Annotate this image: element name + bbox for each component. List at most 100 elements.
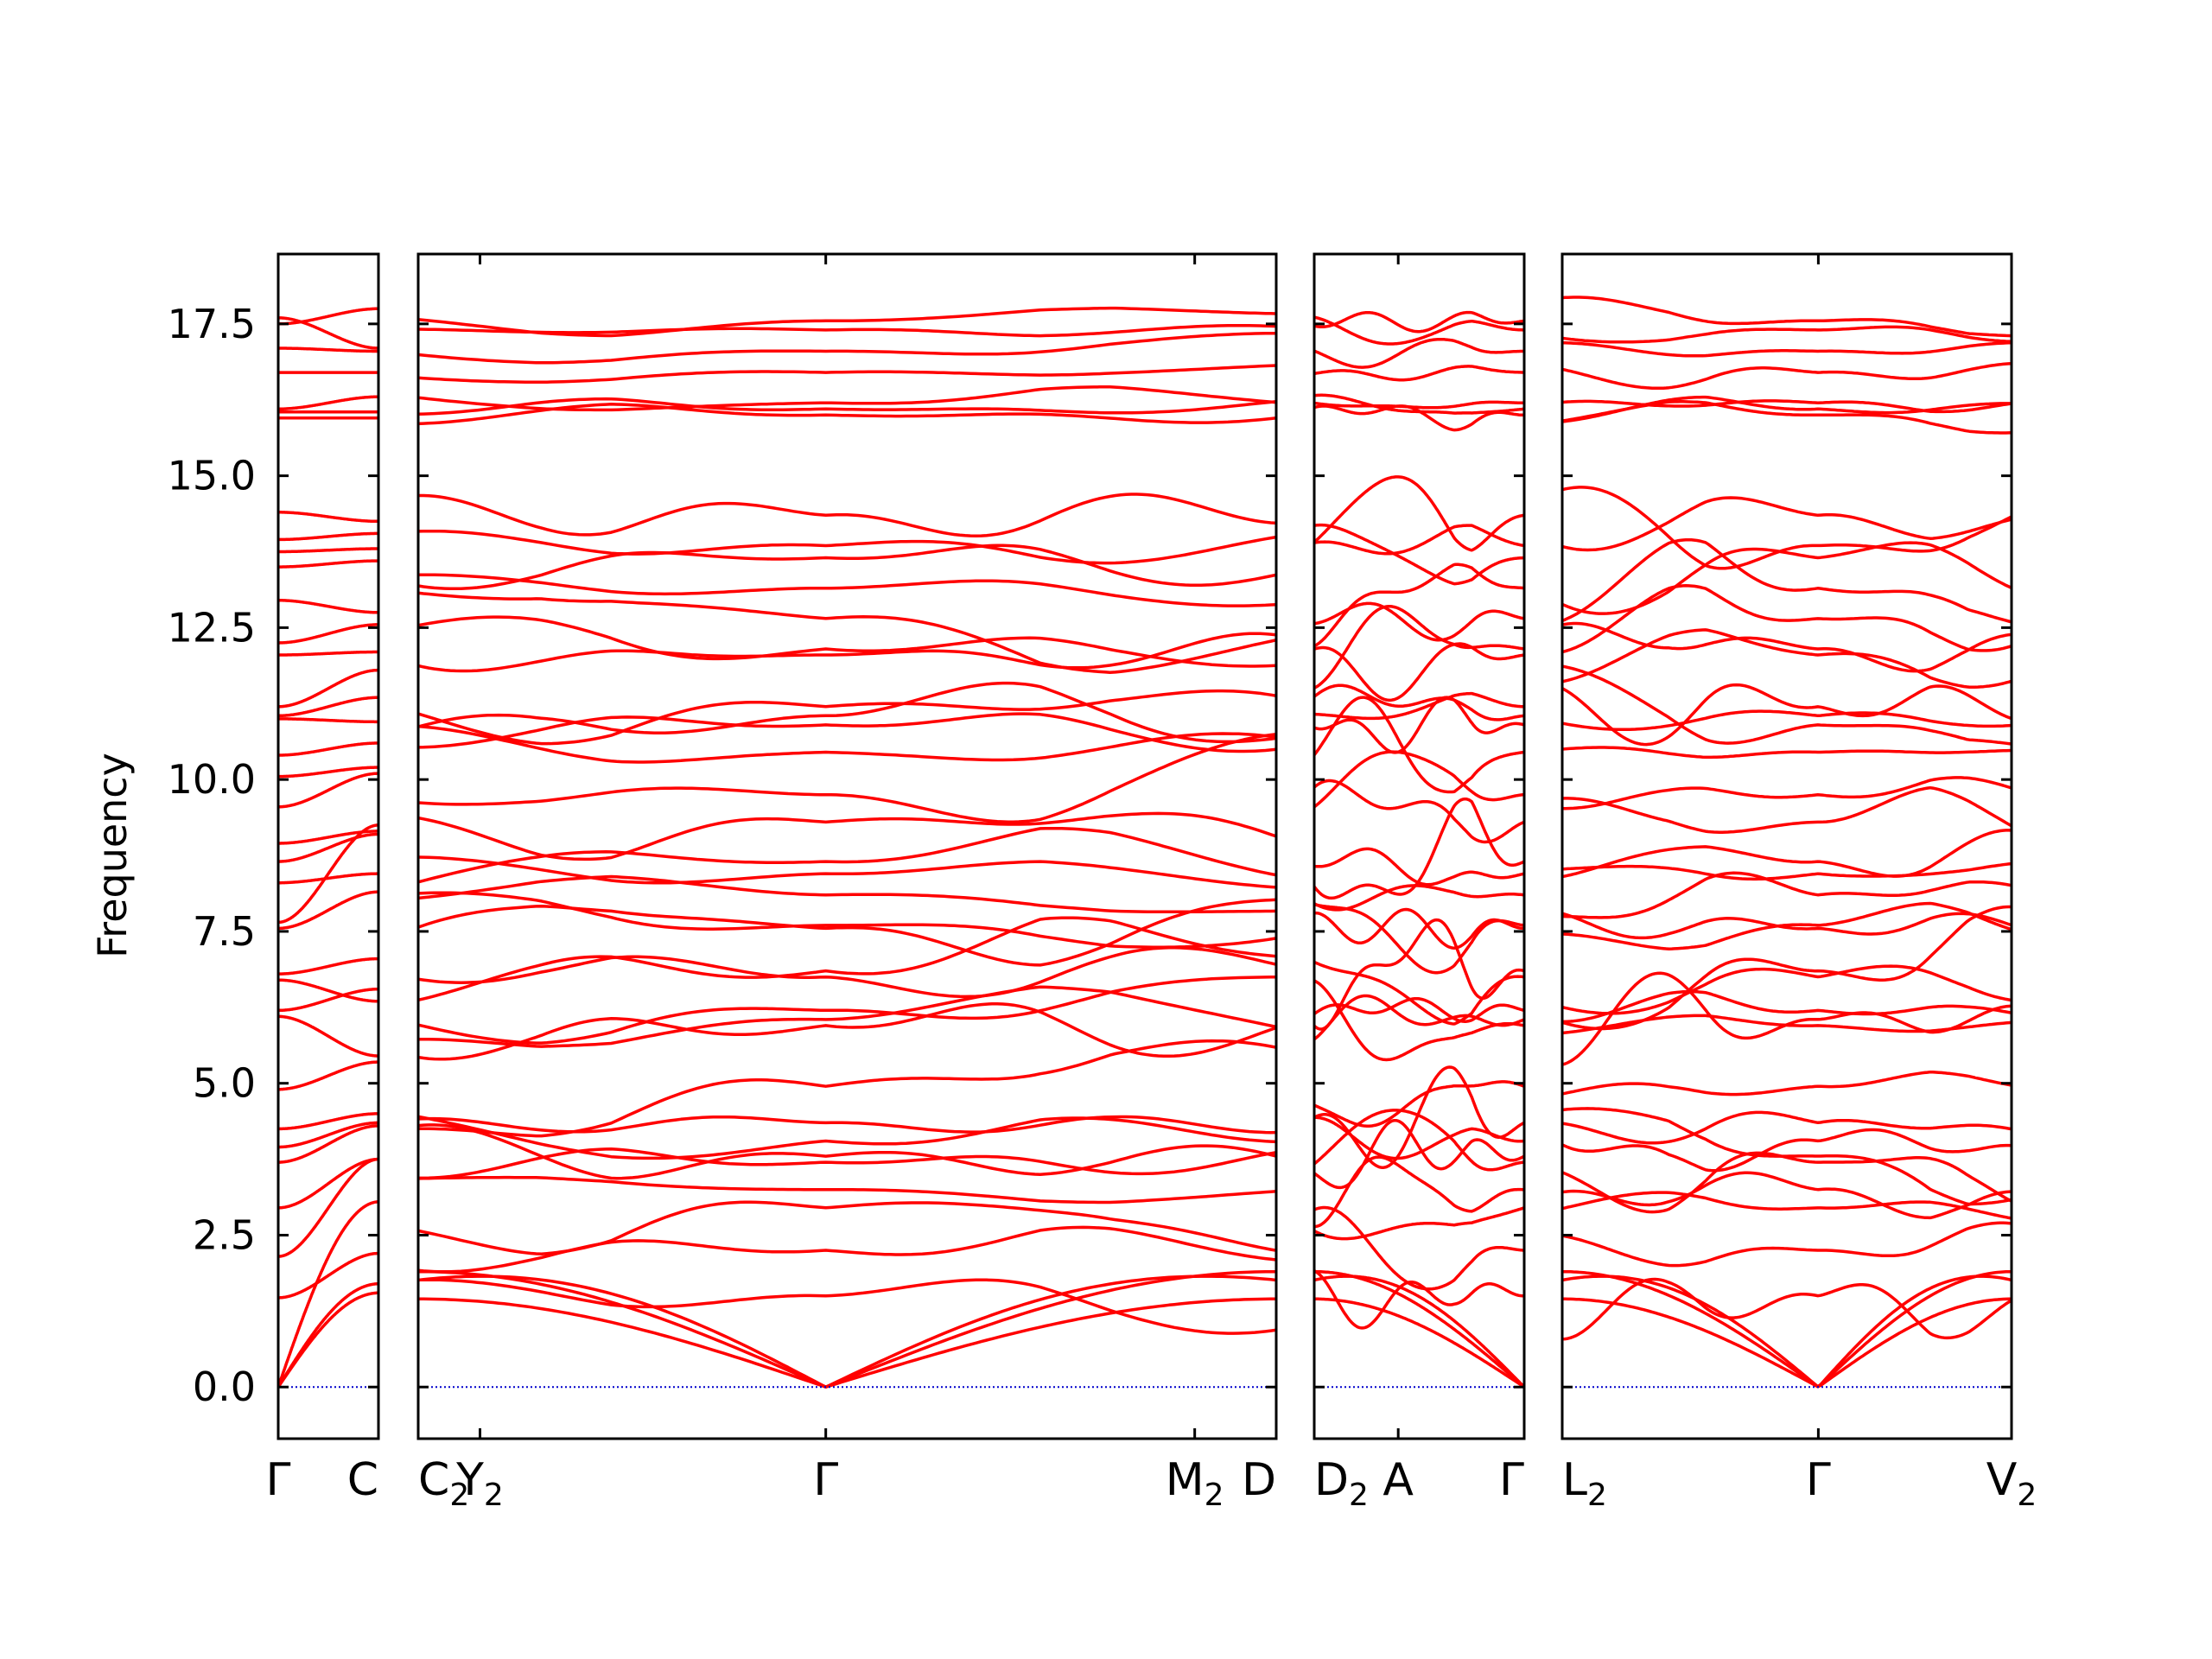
band-line	[278, 696, 378, 718]
band-line	[278, 668, 378, 709]
panel-4	[1560, 252, 2013, 1440]
band-line	[418, 493, 1276, 537]
band-line	[278, 1124, 378, 1164]
band-line	[418, 403, 1276, 426]
y-tick-label: 15.0	[168, 453, 256, 499]
y-tick-label: 10.0	[168, 756, 256, 803]
band-line	[278, 717, 378, 724]
band-line	[1562, 1070, 2012, 1096]
y-tick-label: 5.0	[193, 1060, 256, 1107]
band-line	[278, 766, 378, 779]
band-line	[418, 1147, 1276, 1180]
band-line	[1562, 912, 2012, 940]
band-line	[1314, 475, 1524, 552]
band-line	[1562, 785, 2012, 834]
band-line	[1314, 696, 1524, 754]
band-line	[1562, 746, 2012, 760]
band-line	[1314, 884, 1524, 912]
band-line	[278, 1200, 378, 1388]
band-line	[1562, 395, 2012, 423]
band-line	[1562, 628, 2012, 689]
band-line	[278, 1157, 378, 1258]
band-line	[1314, 779, 1524, 844]
band-line	[1314, 1297, 1524, 1389]
band-line	[418, 976, 1276, 1045]
band-line	[1314, 1206, 1524, 1241]
band-line	[418, 1269, 1276, 1389]
band-line	[278, 890, 378, 931]
panel-1	[276, 252, 380, 1440]
kpoint-label: Γ	[1806, 1454, 1831, 1506]
band-line	[1314, 524, 1524, 556]
band-line	[418, 1002, 1276, 1061]
panel-2	[416, 252, 1278, 1440]
band-line	[1562, 340, 2012, 358]
band-line	[418, 591, 1276, 674]
kpoint-label: V2	[1986, 1454, 2037, 1513]
band-line	[1314, 642, 1524, 702]
bands	[1562, 296, 2012, 1389]
band-line	[1314, 1065, 1524, 1169]
kpoint-label: M2	[1166, 1454, 1224, 1513]
band-line	[1314, 907, 1524, 950]
band-line	[1314, 1118, 1524, 1190]
band-line	[1314, 1116, 1524, 1160]
band-line	[418, 632, 1276, 673]
band-line	[1314, 1080, 1524, 1128]
band-line	[278, 830, 378, 845]
band-line	[278, 832, 378, 863]
band-line	[1562, 1274, 2012, 1389]
band-line	[418, 1278, 1276, 1335]
band-line	[418, 946, 1276, 999]
kpoint-label: L2	[1562, 1454, 1607, 1513]
band-line	[278, 650, 378, 657]
band-line	[418, 811, 1276, 861]
kpoint-label: D2	[1314, 1454, 1369, 1513]
band-line	[1562, 399, 2012, 414]
y-tick-label: 7.5	[193, 908, 256, 955]
band-line	[1562, 584, 2012, 654]
y-tick-label: 12.5	[168, 604, 256, 651]
band-line	[1314, 691, 1524, 721]
band-line	[418, 732, 1276, 823]
band-line	[278, 1060, 378, 1091]
band-line	[1562, 1221, 2012, 1268]
band-line	[1314, 960, 1524, 1026]
band-line	[1562, 296, 2012, 338]
band-line	[1314, 605, 1524, 690]
band-line	[418, 724, 1276, 764]
band-line	[1314, 683, 1524, 721]
panel-frame	[1313, 252, 1526, 1440]
band-line	[1314, 337, 1524, 369]
kpoint-label: Γ	[813, 1454, 838, 1506]
band-line	[278, 316, 378, 350]
bands	[278, 307, 378, 1389]
band-line	[278, 547, 378, 554]
band-line	[278, 559, 378, 569]
band-line	[1562, 1128, 2012, 1173]
band-line	[418, 874, 1276, 914]
band-line	[418, 1175, 1276, 1205]
panel-frame	[416, 252, 1278, 1440]
band-line	[1562, 1107, 2012, 1206]
band-line	[1562, 861, 2012, 881]
band-line	[278, 1112, 378, 1131]
band-line	[418, 985, 1276, 1048]
band-line	[278, 346, 378, 353]
band-line	[1562, 1297, 2012, 1389]
band-line	[1562, 871, 2012, 919]
band-line	[1314, 310, 1524, 334]
band-line	[418, 331, 1276, 365]
band-line	[418, 1200, 1276, 1255]
band-line	[278, 987, 378, 1013]
band-line	[1562, 537, 2012, 624]
band-line	[1562, 989, 2012, 1024]
band-line	[1314, 1274, 1524, 1389]
band-line	[1314, 1205, 1524, 1291]
band-line	[418, 364, 1276, 385]
band-line	[278, 1121, 378, 1149]
band-line	[1562, 664, 2012, 746]
band-line	[418, 1123, 1276, 1180]
plot-panels	[276, 252, 2013, 1440]
band-line	[1562, 905, 2012, 1031]
